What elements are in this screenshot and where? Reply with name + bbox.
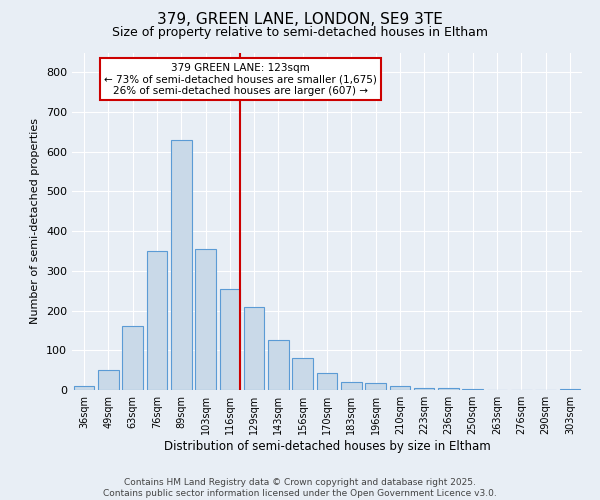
Bar — [292, 358, 313, 390]
Bar — [146, 251, 167, 390]
Bar — [268, 340, 289, 390]
Bar — [244, 306, 265, 390]
Text: Contains HM Land Registry data © Crown copyright and database right 2025.
Contai: Contains HM Land Registry data © Crown c… — [103, 478, 497, 498]
Bar — [438, 388, 459, 390]
Bar — [74, 386, 94, 390]
Text: 379 GREEN LANE: 123sqm
← 73% of semi-detached houses are smaller (1,675)
26% of : 379 GREEN LANE: 123sqm ← 73% of semi-det… — [104, 62, 377, 96]
Text: Size of property relative to semi-detached houses in Eltham: Size of property relative to semi-detach… — [112, 26, 488, 39]
Bar — [122, 326, 143, 390]
Y-axis label: Number of semi-detached properties: Number of semi-detached properties — [31, 118, 40, 324]
Text: 379, GREEN LANE, LONDON, SE9 3TE: 379, GREEN LANE, LONDON, SE9 3TE — [157, 12, 443, 28]
Bar — [171, 140, 191, 390]
Bar — [317, 374, 337, 390]
Bar — [98, 370, 119, 390]
Bar — [195, 249, 216, 390]
Bar — [560, 389, 580, 390]
Bar — [220, 289, 240, 390]
X-axis label: Distribution of semi-detached houses by size in Eltham: Distribution of semi-detached houses by … — [164, 440, 490, 453]
Bar — [414, 388, 434, 390]
Bar — [365, 383, 386, 390]
Bar — [389, 386, 410, 390]
Bar — [341, 382, 362, 390]
Bar — [463, 389, 483, 390]
